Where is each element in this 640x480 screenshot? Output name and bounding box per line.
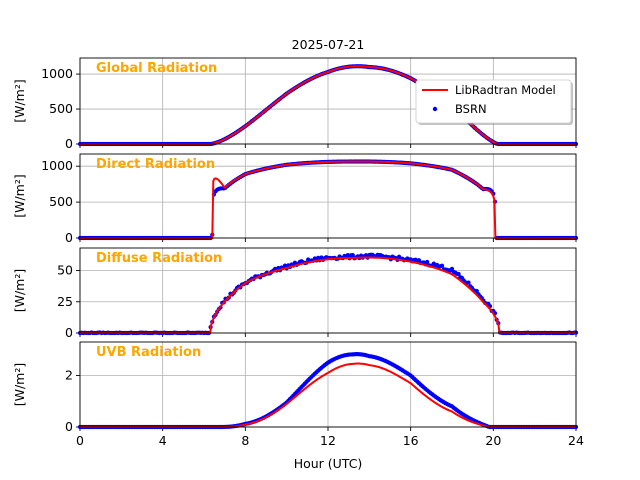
plot-frame — [79, 153, 577, 239]
y-axis-label: [W/m²] — [12, 174, 27, 218]
panel-2: 0 500 1000 [W/m²] Direct Radiation — [12, 153, 579, 245]
x-tick-label: 24 — [568, 433, 584, 448]
bsrn-point — [345, 252, 350, 258]
y-tick-label: 0 — [65, 419, 73, 434]
x-tick-label: 0 — [76, 433, 84, 448]
y-tick-label: 50 — [57, 263, 73, 278]
y-axis-label: [W/m²] — [12, 363, 27, 407]
y-tick-label: 1000 — [41, 66, 73, 81]
y-tick-label: 2 — [65, 367, 73, 382]
y-axis-label: [W/m²] — [12, 79, 27, 123]
x-axis: 0 4 8 12 16 20 24 — [76, 433, 584, 448]
panel-1: 0 500 1000 [W/m²] Global Radiation — [12, 57, 579, 151]
legend: LibRadtran Model BSRN — [415, 79, 573, 125]
y-tick-label: 1000 — [41, 158, 73, 173]
bsrn-point — [466, 280, 471, 285]
panel-4: 0 2 [W/m²] UVB Radiation — [12, 341, 579, 434]
panel-title: Direct Radiation — [96, 157, 215, 172]
x-tick-label: 12 — [320, 433, 336, 448]
bsrn-point — [449, 266, 455, 272]
legend-bsrn-label: BSRN — [455, 102, 487, 116]
figure-title: 2025-07-21 — [292, 37, 365, 52]
legend-bsrn-swatch — [432, 106, 438, 112]
bsrn-point — [350, 252, 355, 258]
plot-frame — [79, 57, 577, 145]
panel-title: Global Radiation — [96, 61, 217, 76]
x-tick-label: 8 — [241, 433, 249, 448]
bsrn-point — [439, 263, 445, 268]
panel-title: Diffuse Radiation — [96, 251, 222, 266]
plot-frame — [79, 247, 577, 334]
panel-3: 0 25 50 [W/m²] Diffuse Radiation — [12, 247, 579, 340]
x-tick-label: 20 — [485, 433, 501, 448]
x-tick-label: 4 — [159, 433, 167, 448]
bsrn-point — [456, 271, 461, 277]
x-axis-label: Hour (UTC) — [294, 456, 363, 471]
bsrn-point — [425, 259, 430, 265]
y-tick-label: 0 — [65, 230, 73, 245]
legend-model-label: LibRadtran Model — [455, 83, 556, 97]
y-tick-label: 500 — [49, 101, 73, 116]
x-tick-label: 16 — [403, 433, 419, 448]
panel-title: UVB Radiation — [96, 345, 201, 360]
y-tick-label: 0 — [65, 136, 73, 151]
y-tick-label: 25 — [57, 294, 73, 309]
y-tick-label: 0 — [65, 325, 73, 340]
legend-box — [415, 79, 572, 124]
plot-frame — [79, 341, 577, 428]
y-tick-label: 500 — [49, 194, 73, 209]
bsrn-point — [474, 288, 479, 294]
y-axis-label: [W/m²] — [12, 269, 27, 313]
